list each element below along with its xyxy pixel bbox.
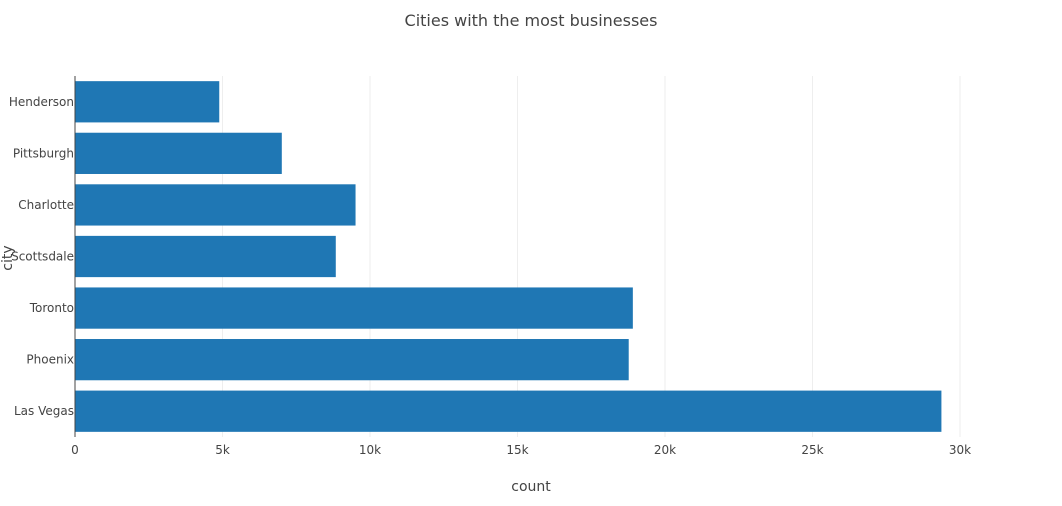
y-axis-title: city <box>0 245 16 270</box>
bar-henderson[interactable] <box>75 81 220 123</box>
bar-layer <box>75 81 942 432</box>
bar-phoenix[interactable] <box>75 339 629 381</box>
y-tick-label: Las Vegas <box>14 404 74 418</box>
x-tick-label: 10k <box>359 443 381 457</box>
bar-charlotte[interactable] <box>75 184 356 226</box>
x-tick-label: 15k <box>506 443 528 457</box>
y-tick-label: Henderson <box>9 95 74 109</box>
bar-toronto[interactable] <box>75 287 633 329</box>
bar-pittsburgh[interactable] <box>75 132 282 174</box>
x-tick-label: 20k <box>654 443 676 457</box>
x-axis-title: count <box>511 479 551 495</box>
bar-las-vegas[interactable] <box>75 390 942 432</box>
x-tick-label: 25k <box>801 443 823 457</box>
axis-layer: 0 5k 10k 15k 20k 25k 30k Las Vegas Phoenix Toront… <box>9 76 971 457</box>
y-tick-label: Pittsburgh <box>13 146 74 160</box>
x-tick-label: 5k <box>215 443 230 457</box>
y-tick-label: Scottsdale <box>11 250 74 264</box>
y-tick-label: Charlotte <box>18 198 74 212</box>
chart-title: Cities with the most businesses <box>405 11 658 30</box>
x-tick-label: 0 <box>71 443 79 457</box>
x-tick-label: 30k <box>949 443 971 457</box>
y-tick-label: Toronto <box>29 301 74 315</box>
bar-scottsdale[interactable] <box>75 235 336 278</box>
y-tick-label: Phoenix <box>26 353 74 367</box>
